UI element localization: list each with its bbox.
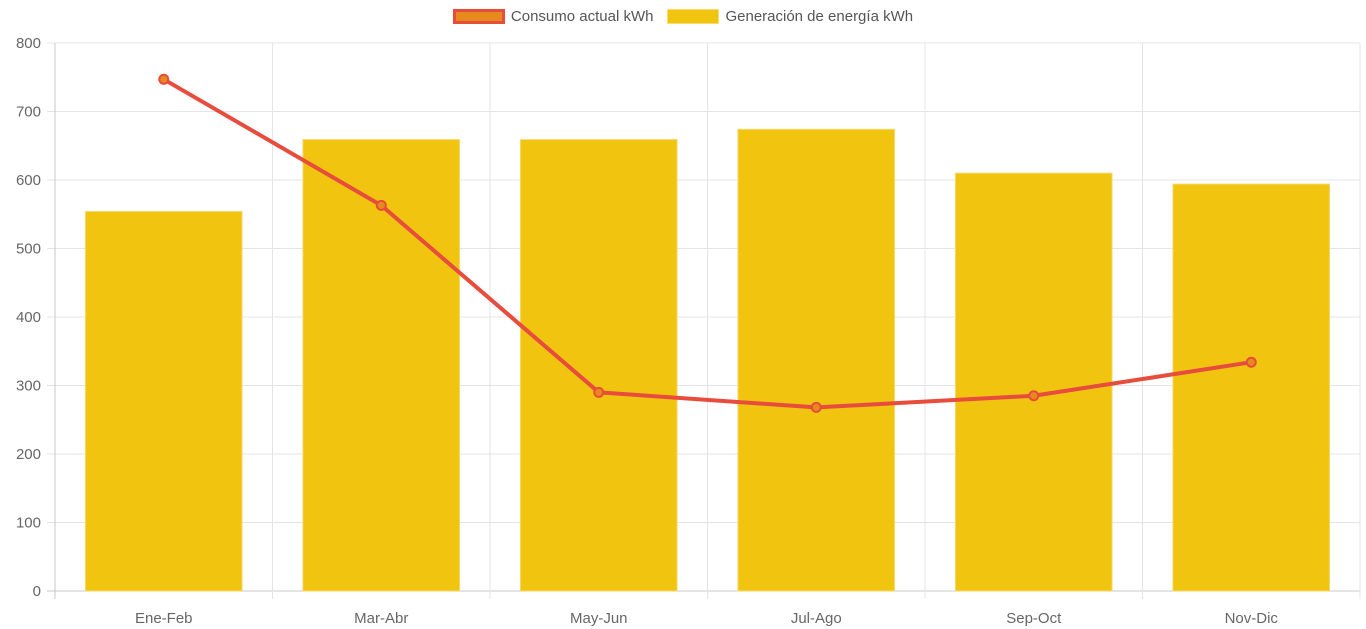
y-tick-label: 600 (16, 172, 41, 189)
legend-label-generacion: Generación de energía kWh (725, 8, 914, 25)
line-point[interactable] (593, 386, 605, 398)
bar[interactable] (954, 172, 1113, 592)
legend-swatch-generacion (667, 9, 720, 24)
bar[interactable] (1172, 183, 1331, 592)
legend-swatch-consumo (452, 9, 505, 24)
y-tick-label: 500 (16, 241, 41, 258)
y-tick-label: 300 (16, 378, 41, 395)
bar[interactable] (302, 139, 461, 592)
line-point[interactable] (375, 199, 387, 211)
legend-label-consumo: Consumo actual kWh (510, 8, 654, 25)
legend-item-generacion[interactable]: Generación de energía kWh (667, 8, 913, 25)
y-tick-label: 0 (33, 583, 41, 600)
legend: Consumo actual kWh Generación de energía… (0, 8, 1366, 25)
y-tick-label: 400 (16, 309, 41, 326)
x-tick-label: Mar-Abr (354, 610, 408, 627)
x-tick-label: Sep-Oct (1006, 610, 1062, 627)
x-tick-label: Ene-Feb (135, 610, 193, 627)
line-point[interactable] (1245, 356, 1257, 368)
bar[interactable] (519, 139, 678, 592)
y-tick-label: 100 (16, 515, 41, 532)
line-point[interactable] (158, 73, 170, 85)
bar[interactable] (737, 128, 896, 592)
x-tick-label: May-Jun (570, 610, 628, 627)
y-tick-label: 700 (16, 104, 41, 121)
line-point[interactable] (1028, 390, 1040, 402)
legend-item-consumo[interactable]: Consumo actual kWh (452, 8, 654, 25)
line-point[interactable] (810, 401, 822, 413)
x-tick-label: Nov-Dic (1225, 610, 1279, 627)
x-tick-label: Jul-Ago (791, 610, 842, 627)
y-tick-label: 200 (16, 446, 41, 463)
y-tick-label: 800 (16, 35, 41, 52)
bar[interactable] (84, 211, 243, 592)
series-line-consumo (162, 77, 1252, 410)
